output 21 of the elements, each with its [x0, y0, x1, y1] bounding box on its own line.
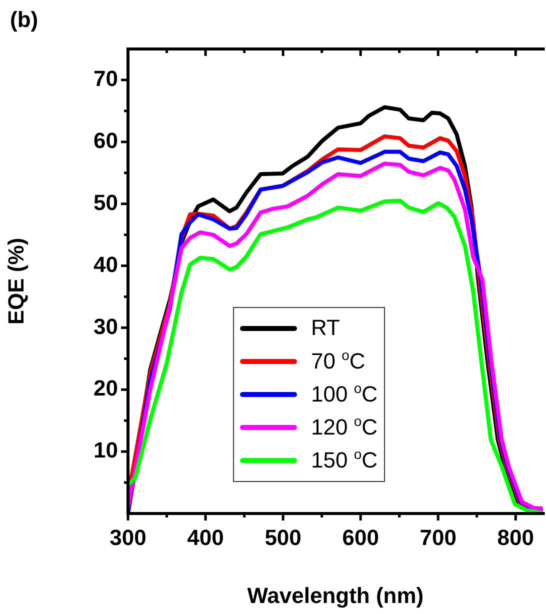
x-tick-label: 700 — [420, 524, 456, 550]
y-tick-label: 30 — [94, 314, 118, 339]
x-tick-label: 300 — [110, 524, 146, 550]
y-tick-label: 50 — [94, 190, 118, 215]
x-tick-label: 500 — [264, 524, 302, 550]
y-tick-label: 70 — [94, 66, 118, 92]
y-tick-label: 40 — [94, 252, 118, 277]
legend-label: RT — [311, 315, 340, 341]
legend-label: 120 $^{o}$C — [311, 413, 378, 441]
y-tick-label: 20 — [94, 376, 118, 401]
x-tick-label: 400 — [187, 524, 224, 550]
chart-title: (b) — [10, 7, 38, 32]
x-tick-label: 800 — [497, 524, 534, 550]
x-tick-label: 600 — [342, 524, 379, 550]
legend-label: 150 $^{o}$C — [311, 446, 378, 474]
x-axis-title: Wavelength (nm) — [247, 582, 424, 608]
legend-label: 70 $^{o}$C — [311, 347, 366, 375]
y-tick-label: 10 — [94, 438, 118, 463]
y-axis-title: EQE (%) — [3, 238, 28, 325]
legend-label: 100 $^{o}$C — [311, 380, 378, 408]
y-tick-label: 60 — [94, 128, 118, 153]
